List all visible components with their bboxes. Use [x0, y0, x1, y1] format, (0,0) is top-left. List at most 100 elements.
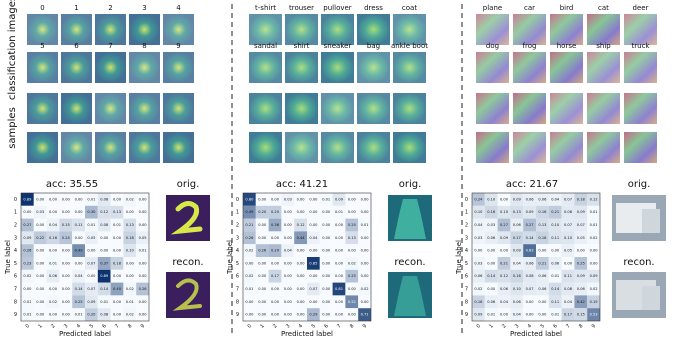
cell-value: 0.00 [258, 236, 267, 240]
cell-value: 0.00 [113, 197, 122, 201]
cell-value: 0.00 [62, 274, 71, 278]
matrix-cell [59, 257, 73, 270]
matrix-cell [510, 269, 524, 283]
cell-value: 0.22 [36, 236, 44, 240]
cell-value: 0.01 [322, 197, 330, 201]
class-label: 2 [108, 4, 112, 12]
matrix-cell [97, 244, 111, 257]
image-tile [357, 132, 390, 163]
cell-value: 0.00 [348, 197, 357, 201]
cell-value: 0.10 [500, 210, 509, 214]
cell-value: 0.25 [348, 223, 356, 227]
x-tick-label: 5 [89, 323, 95, 329]
matrix-cell [110, 257, 124, 270]
matrix-cell [33, 282, 47, 296]
matrix-cell [59, 282, 73, 296]
matrix-cell [255, 193, 269, 206]
matrix-cell [136, 257, 149, 270]
matrix-cell [536, 308, 549, 321]
cell-value: 0.11 [564, 274, 572, 278]
image-tile [393, 93, 426, 124]
cell-value: 0.00 [139, 274, 148, 278]
class-label: bird [560, 4, 574, 12]
matrix-cell [85, 282, 98, 296]
matrix-cell [123, 193, 137, 206]
cell-value: 0.01 [75, 313, 83, 317]
digit-shape [170, 201, 203, 235]
matrix-cell [243, 257, 256, 270]
image-tile [587, 132, 620, 163]
matrix-cell [497, 308, 511, 321]
matrix-cell [255, 257, 269, 270]
matrix-cell [33, 308, 47, 321]
cell-value: 0.00 [139, 313, 148, 317]
accuracy: acc: 35.55 [46, 179, 98, 190]
matrix-cell [587, 269, 600, 283]
matrix-cell [33, 193, 47, 206]
cell-value: 0.00 [113, 249, 122, 253]
x-axis-label: Predicted label [281, 330, 333, 338]
matrix-cell [472, 308, 485, 321]
matrix-cell [268, 231, 282, 245]
cell-value: 0.06 [49, 274, 58, 278]
cell-value: 0.00 [590, 249, 599, 253]
cell-value: 0.06 [551, 261, 560, 265]
matrix-cell [561, 308, 575, 321]
cell-value: 0.00 [245, 313, 254, 317]
cell-value: 0.42 [577, 300, 585, 304]
x-tick-label: 6 [552, 323, 558, 329]
matrix-cell [268, 205, 282, 219]
matrix-cell [497, 257, 511, 270]
cell-value: 0.00 [297, 274, 306, 278]
cell-value: 0.00 [284, 223, 293, 227]
cell-value: 0.63 [526, 249, 534, 253]
x-tick-label: 2 [272, 323, 278, 329]
class-label: ship [596, 42, 611, 50]
matrix-cell [46, 205, 60, 219]
x-tick-label: 6 [101, 323, 107, 329]
cell-value: 0.00 [309, 300, 318, 304]
matrix-cell [21, 193, 34, 206]
image-tile [513, 52, 546, 83]
matrix-cell [46, 282, 60, 296]
matrix-cell [243, 205, 256, 219]
cell-value: 0.12 [297, 223, 305, 227]
dress-shape [394, 199, 426, 239]
image-tile [550, 132, 583, 163]
y-tick-label: 7 [236, 287, 239, 293]
matrix-cell [136, 244, 149, 257]
cell-value: 0.21 [538, 261, 546, 265]
y-tick-label: 8 [14, 299, 17, 305]
y-tick-label: 6 [465, 274, 468, 280]
cell-value: 0.00 [271, 300, 280, 304]
cell-value: 0.00 [309, 274, 318, 278]
y-tick-label: 2 [14, 223, 17, 229]
matrix-frame [471, 192, 601, 322]
cell-value: 0.08 [100, 313, 109, 317]
matrix-cell [136, 295, 149, 309]
cell-value: 0.80 [245, 197, 254, 201]
cell-value: 0.02 [23, 274, 31, 278]
cell-value: 0.81 [335, 287, 343, 291]
cell-value: 0.37 [100, 261, 108, 265]
matrix-cell [46, 269, 60, 283]
image-tile [129, 93, 160, 124]
cell-value: 0.89 [100, 274, 109, 278]
cell-value: 0.02 [361, 287, 369, 291]
image-tile [27, 52, 58, 83]
matrix-cell [72, 231, 85, 245]
image-tile [393, 132, 426, 163]
side-label: samples [7, 107, 18, 149]
x-tick-label: 9 [362, 323, 368, 329]
image-tile [95, 132, 126, 163]
cell-value: 0.10 [487, 197, 496, 201]
matrix-cell [510, 231, 524, 245]
matrix-cell [561, 269, 575, 283]
cell-value: 0.10 [551, 223, 560, 227]
matrix-cell [268, 269, 282, 283]
cell-value: 0.00 [284, 236, 293, 240]
x-axis-label: Predicted label [59, 330, 111, 338]
cell-value: 0.10 [564, 236, 573, 240]
matrix-cell [332, 218, 346, 232]
y-tick-label: 8 [236, 299, 239, 305]
